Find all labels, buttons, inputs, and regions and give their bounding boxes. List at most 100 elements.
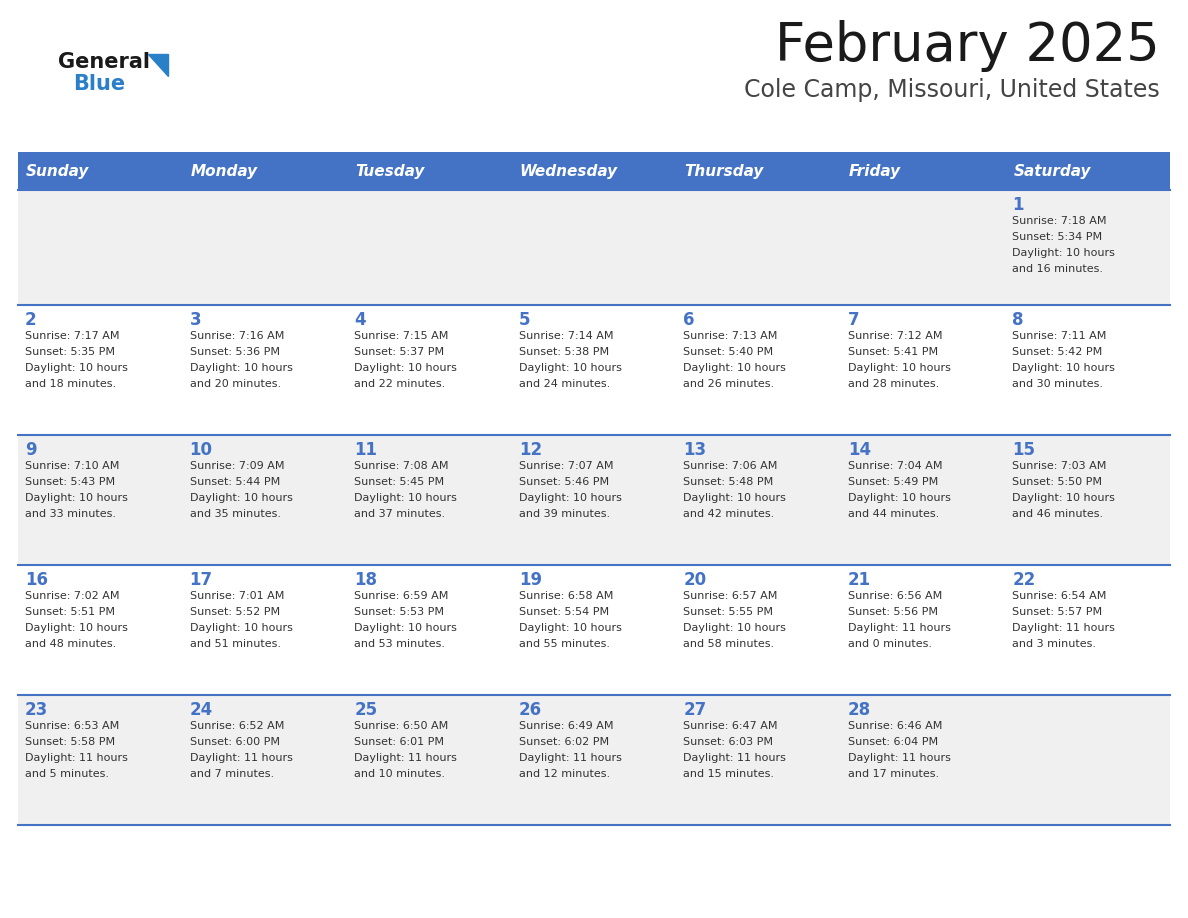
Text: Sunset: 5:38 PM: Sunset: 5:38 PM	[519, 347, 608, 357]
Text: Daylight: 10 hours: Daylight: 10 hours	[1012, 363, 1116, 373]
Text: Daylight: 10 hours: Daylight: 10 hours	[683, 363, 786, 373]
Text: Daylight: 10 hours: Daylight: 10 hours	[1012, 493, 1116, 503]
Text: Sunrise: 6:47 AM: Sunrise: 6:47 AM	[683, 721, 778, 731]
Text: 22: 22	[1012, 571, 1036, 589]
Text: 19: 19	[519, 571, 542, 589]
Text: Sunrise: 7:04 AM: Sunrise: 7:04 AM	[848, 461, 942, 471]
Text: Daylight: 10 hours: Daylight: 10 hours	[190, 623, 292, 633]
Text: 5: 5	[519, 311, 530, 329]
Text: Daylight: 10 hours: Daylight: 10 hours	[25, 493, 128, 503]
Text: 9: 9	[25, 441, 37, 459]
Text: and 20 minutes.: and 20 minutes.	[190, 379, 280, 389]
Text: Daylight: 11 hours: Daylight: 11 hours	[1012, 623, 1116, 633]
Text: 15: 15	[1012, 441, 1036, 459]
Text: Monday: Monday	[190, 163, 258, 178]
Text: Wednesday: Wednesday	[519, 163, 618, 178]
Text: Sunset: 5:46 PM: Sunset: 5:46 PM	[519, 477, 608, 487]
Text: 13: 13	[683, 441, 707, 459]
Text: Sunset: 5:55 PM: Sunset: 5:55 PM	[683, 607, 773, 617]
Text: Sunrise: 6:56 AM: Sunrise: 6:56 AM	[848, 591, 942, 601]
Text: Sunset: 5:49 PM: Sunset: 5:49 PM	[848, 477, 939, 487]
Text: Sunrise: 7:11 AM: Sunrise: 7:11 AM	[1012, 331, 1107, 341]
Text: and 37 minutes.: and 37 minutes.	[354, 509, 446, 519]
Text: Sunset: 6:02 PM: Sunset: 6:02 PM	[519, 737, 608, 747]
Text: and 24 minutes.: and 24 minutes.	[519, 379, 609, 389]
Text: Sunset: 6:04 PM: Sunset: 6:04 PM	[848, 737, 939, 747]
Text: and 28 minutes.: and 28 minutes.	[848, 379, 939, 389]
Text: Tuesday: Tuesday	[355, 163, 424, 178]
Polygon shape	[148, 54, 168, 76]
Text: Daylight: 10 hours: Daylight: 10 hours	[190, 363, 292, 373]
Text: Thursday: Thursday	[684, 163, 764, 178]
Text: Daylight: 10 hours: Daylight: 10 hours	[190, 493, 292, 503]
Text: and 7 minutes.: and 7 minutes.	[190, 769, 273, 779]
Text: Sunrise: 7:18 AM: Sunrise: 7:18 AM	[1012, 216, 1107, 226]
Text: Sunrise: 7:07 AM: Sunrise: 7:07 AM	[519, 461, 613, 471]
Text: Sunset: 6:01 PM: Sunset: 6:01 PM	[354, 737, 444, 747]
Text: Sunset: 5:53 PM: Sunset: 5:53 PM	[354, 607, 444, 617]
Text: and 42 minutes.: and 42 minutes.	[683, 509, 775, 519]
Text: Sunrise: 6:50 AM: Sunrise: 6:50 AM	[354, 721, 448, 731]
Text: Sunset: 5:57 PM: Sunset: 5:57 PM	[1012, 607, 1102, 617]
Text: Daylight: 10 hours: Daylight: 10 hours	[683, 493, 786, 503]
Text: Daylight: 10 hours: Daylight: 10 hours	[683, 623, 786, 633]
Text: Sunrise: 6:54 AM: Sunrise: 6:54 AM	[1012, 591, 1107, 601]
Text: Daylight: 11 hours: Daylight: 11 hours	[354, 753, 457, 763]
Bar	[347, 152, 512, 190]
Text: Sunset: 5:35 PM: Sunset: 5:35 PM	[25, 347, 115, 357]
Text: Sunrise: 7:16 AM: Sunrise: 7:16 AM	[190, 331, 284, 341]
Text: Sunrise: 6:58 AM: Sunrise: 6:58 AM	[519, 591, 613, 601]
Text: 28: 28	[848, 701, 871, 719]
Text: and 35 minutes.: and 35 minutes.	[190, 509, 280, 519]
Bar	[18, 695, 1170, 825]
Text: and 17 minutes.: and 17 minutes.	[848, 769, 939, 779]
Text: 6: 6	[683, 311, 695, 329]
Text: 12: 12	[519, 441, 542, 459]
Text: Sunset: 5:43 PM: Sunset: 5:43 PM	[25, 477, 115, 487]
Text: 18: 18	[354, 571, 377, 589]
Text: Friday: Friday	[849, 163, 901, 178]
Text: Sunset: 5:41 PM: Sunset: 5:41 PM	[848, 347, 939, 357]
Text: Sunrise: 6:57 AM: Sunrise: 6:57 AM	[683, 591, 778, 601]
Text: and 10 minutes.: and 10 minutes.	[354, 769, 446, 779]
Text: Daylight: 11 hours: Daylight: 11 hours	[848, 753, 950, 763]
Text: Sunrise: 7:09 AM: Sunrise: 7:09 AM	[190, 461, 284, 471]
Text: Daylight: 10 hours: Daylight: 10 hours	[519, 493, 621, 503]
Text: Sunrise: 7:08 AM: Sunrise: 7:08 AM	[354, 461, 449, 471]
Text: 24: 24	[190, 701, 213, 719]
Text: 11: 11	[354, 441, 377, 459]
Text: 25: 25	[354, 701, 378, 719]
Text: Sunday: Sunday	[26, 163, 89, 178]
Text: and 16 minutes.: and 16 minutes.	[1012, 264, 1104, 274]
Text: 26: 26	[519, 701, 542, 719]
Bar	[18, 305, 1170, 435]
Text: 2: 2	[25, 311, 37, 329]
Text: Sunrise: 6:49 AM: Sunrise: 6:49 AM	[519, 721, 613, 731]
Text: 14: 14	[848, 441, 871, 459]
Text: Sunrise: 6:53 AM: Sunrise: 6:53 AM	[25, 721, 119, 731]
Text: Daylight: 10 hours: Daylight: 10 hours	[354, 623, 457, 633]
Text: Sunrise: 7:14 AM: Sunrise: 7:14 AM	[519, 331, 613, 341]
Text: February 2025: February 2025	[776, 20, 1159, 72]
Text: and 15 minutes.: and 15 minutes.	[683, 769, 775, 779]
Bar	[18, 190, 1170, 305]
Text: 8: 8	[1012, 311, 1024, 329]
Text: and 58 minutes.: and 58 minutes.	[683, 639, 775, 649]
Text: and 53 minutes.: and 53 minutes.	[354, 639, 446, 649]
Text: 23: 23	[25, 701, 49, 719]
Text: and 55 minutes.: and 55 minutes.	[519, 639, 609, 649]
Text: Sunset: 5:48 PM: Sunset: 5:48 PM	[683, 477, 773, 487]
Text: Daylight: 11 hours: Daylight: 11 hours	[190, 753, 292, 763]
Text: Cole Camp, Missouri, United States: Cole Camp, Missouri, United States	[744, 78, 1159, 102]
Text: and 33 minutes.: and 33 minutes.	[25, 509, 116, 519]
Text: Daylight: 10 hours: Daylight: 10 hours	[519, 623, 621, 633]
Bar	[1005, 152, 1170, 190]
Text: Sunset: 5:58 PM: Sunset: 5:58 PM	[25, 737, 115, 747]
Text: and 22 minutes.: and 22 minutes.	[354, 379, 446, 389]
Text: 3: 3	[190, 311, 201, 329]
Bar	[18, 152, 183, 190]
Text: Sunrise: 6:46 AM: Sunrise: 6:46 AM	[848, 721, 942, 731]
Bar	[18, 435, 1170, 565]
Bar	[676, 152, 841, 190]
Text: Saturday: Saturday	[1013, 163, 1091, 178]
